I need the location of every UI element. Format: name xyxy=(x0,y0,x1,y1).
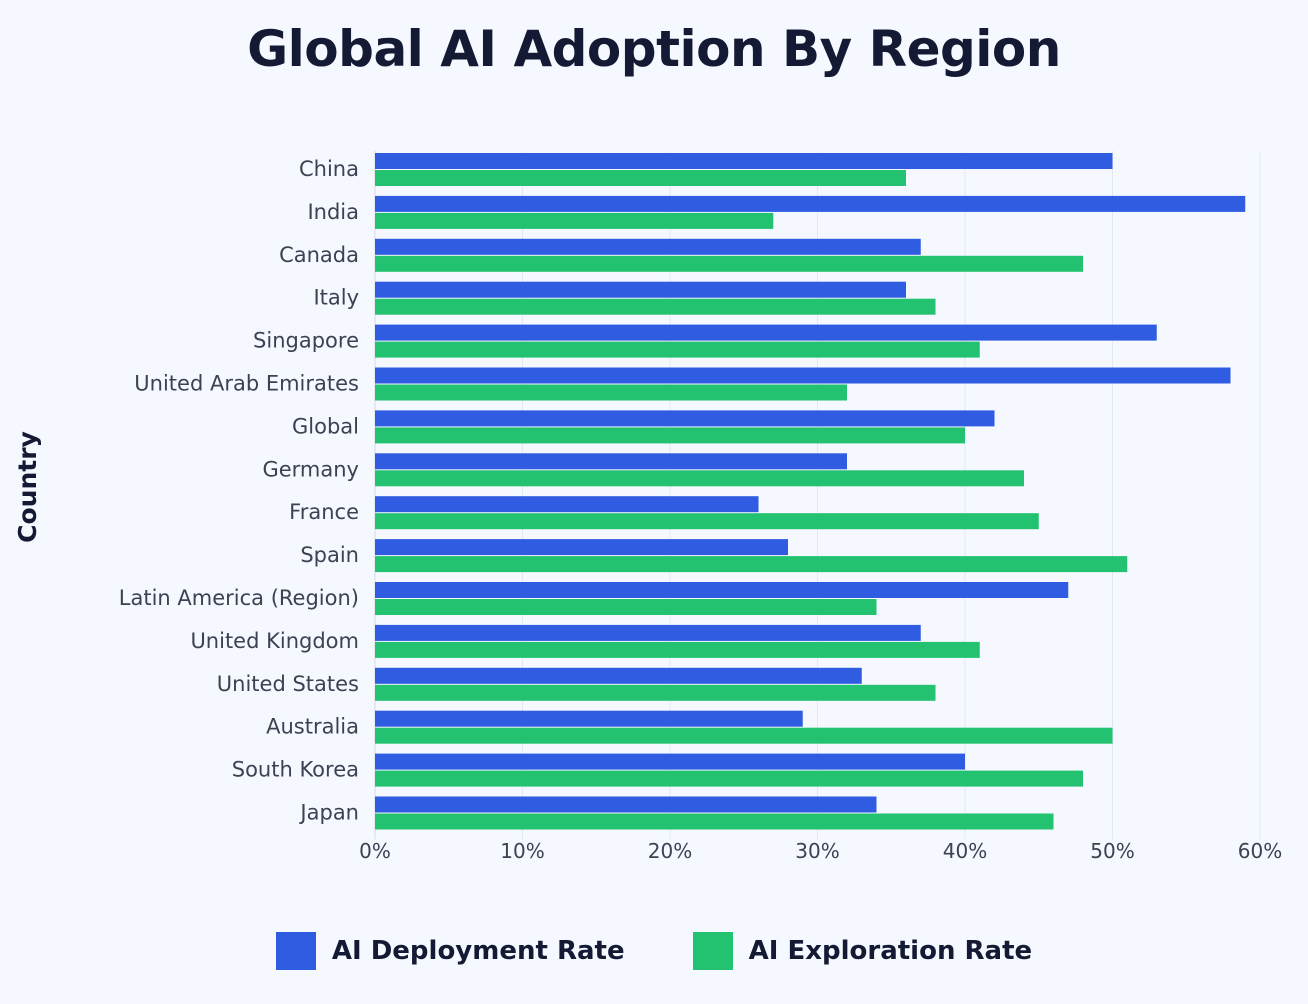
bar-deployment xyxy=(375,624,921,641)
bar-deployment xyxy=(375,410,995,427)
category-label: Global xyxy=(292,414,359,438)
chart-title: Global AI Adoption By Region xyxy=(247,20,1061,78)
bar-exploration xyxy=(375,212,774,229)
bar-exploration xyxy=(375,384,847,401)
bar-deployment xyxy=(375,153,1113,169)
category-label: Germany xyxy=(262,457,359,481)
bar-deployment xyxy=(375,195,1246,212)
category-labels: China India Canada Italy Singapore United Ara… xyxy=(119,157,359,825)
x-tick-label: 20% xyxy=(648,839,692,863)
category-label: China xyxy=(299,157,359,181)
x-tick-label: 0% xyxy=(359,839,391,863)
bar-deployment xyxy=(375,796,877,813)
bar-exploration xyxy=(375,427,965,444)
bar-deployment xyxy=(375,582,1069,598)
bar-deployment xyxy=(375,710,803,727)
legend-label-deployment: AI Deployment Rate xyxy=(331,936,625,966)
category-label: United Kingdom xyxy=(190,629,359,653)
x-tick-label: 30% xyxy=(795,839,839,863)
category-label: Latin America (Region) xyxy=(119,586,359,610)
bar-exploration xyxy=(375,255,1083,272)
bar-deployment xyxy=(375,539,788,556)
category-label: Japan xyxy=(298,801,359,825)
category-label: United States xyxy=(217,672,359,696)
bar-exploration xyxy=(375,727,1113,744)
x-tick-label: 40% xyxy=(943,839,987,863)
y-axis-title: Country xyxy=(13,431,42,543)
legend-swatch-deployment xyxy=(275,932,316,970)
x-tick-label: 10% xyxy=(500,839,544,863)
bar-deployment xyxy=(375,453,847,470)
bar-deployment xyxy=(375,496,759,513)
bar-deployment xyxy=(375,367,1231,384)
legend-item-exploration: AI Exploration Rate xyxy=(692,932,1033,970)
bar-exploration xyxy=(375,470,1024,487)
category-label: Canada xyxy=(279,243,359,267)
bar-deployment xyxy=(375,281,906,298)
category-label: United Arab Emirates xyxy=(134,372,359,396)
legend-swatch-exploration xyxy=(692,932,733,970)
bar-exploration xyxy=(375,513,1039,530)
x-tick-labels: 0% 10% 20% 30% 40% 50% 60% xyxy=(359,839,1282,863)
bar-deployment xyxy=(375,753,965,770)
x-tick-label: 50% xyxy=(1090,839,1134,863)
category-label: Italy xyxy=(313,286,359,310)
bar-exploration xyxy=(375,641,980,658)
bar-exploration xyxy=(375,684,936,701)
legend-label-exploration: AI Exploration Rate xyxy=(748,936,1033,966)
bar-exploration xyxy=(375,556,1128,573)
bar-deployment xyxy=(375,324,1157,341)
category-label: India xyxy=(307,200,359,224)
bar-exploration xyxy=(375,341,980,358)
bars xyxy=(375,153,1246,830)
bar-exploration xyxy=(375,813,1054,830)
bar-deployment xyxy=(375,238,921,255)
category-label: Singapore xyxy=(253,329,359,353)
category-label: South Korea xyxy=(232,758,359,782)
bar-exploration xyxy=(375,170,906,186)
bar-exploration xyxy=(375,298,936,315)
legend-item-deployment: AI Deployment Rate xyxy=(275,932,625,970)
bar-deployment xyxy=(375,667,862,684)
category-label: France xyxy=(289,500,359,524)
category-label: Australia xyxy=(266,715,359,739)
bar-exploration xyxy=(375,770,1083,787)
legend: AI Deployment Rate AI Exploration Rate xyxy=(0,932,1308,970)
category-label: Spain xyxy=(300,543,359,567)
x-tick-label: 60% xyxy=(1238,839,1282,863)
bar-exploration xyxy=(375,599,877,615)
